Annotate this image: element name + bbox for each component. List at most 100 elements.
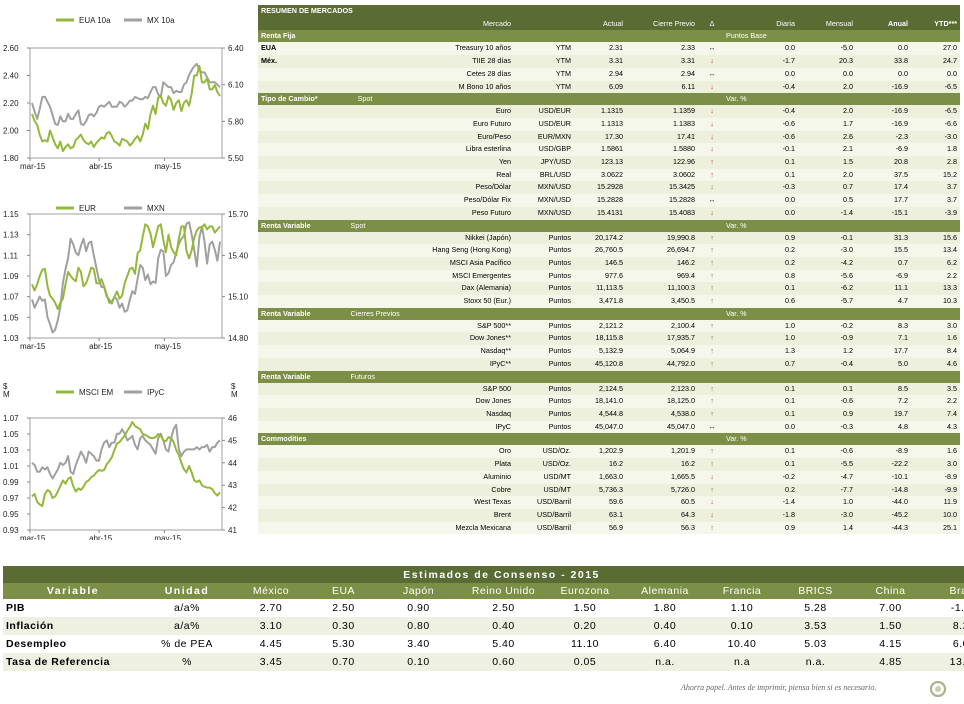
- row-unit: Puntos: [514, 382, 574, 396]
- row-name: Euro Futuro: [296, 117, 514, 131]
- row-region: [258, 269, 296, 283]
- section-blank: [514, 433, 726, 446]
- row-ytd: 2.2: [911, 269, 961, 283]
- row-ytd: 15.2: [911, 168, 961, 182]
- row-previous: 60.5: [626, 496, 698, 509]
- row-actual: 2.31: [574, 42, 626, 56]
- row-daily: -0.4: [726, 80, 798, 94]
- section-header: Renta Fija Puntos Base: [258, 30, 961, 43]
- row-unit: Puntos: [514, 332, 574, 346]
- market-row: Libra esterlina USD/GBP 1.5861 1.5880 ↓ -0.1 2…: [258, 143, 961, 157]
- market-row: Stoxx 50 (Eur.) Puntos 3,471.8 3,450.5 ↑ 0.6-…: [258, 295, 961, 308]
- row-region: EUA: [258, 42, 296, 56]
- row-previous: 4,538.0: [626, 407, 698, 421]
- row-monthly: 2.0: [798, 168, 856, 182]
- market-row: Peso/Dólar Fix MXN/USD 15.2828 15.2828 ↔ 0.0 0…: [258, 194, 961, 207]
- row-delta-arrow-icon: ↑: [698, 156, 726, 169]
- row-ytd: -9.9: [911, 483, 961, 497]
- consensus-unit: a/a%: [143, 599, 231, 617]
- market-row: M Bono 10 años YTM 6.09 6.11 ↓ -0.4 2.0 -16.9 -6…: [258, 80, 961, 94]
- row-unit: Puntos: [514, 407, 574, 421]
- row-monthly: 0.7: [798, 181, 856, 195]
- section-subtitle: Futuros: [350, 371, 375, 381]
- consensus-value: 5.28: [778, 599, 853, 617]
- consensus-value: 0.40: [461, 617, 546, 635]
- row-annual: 8.5: [856, 382, 911, 396]
- market-header-row: Mercado Actual Cierre Previo Δ Diaria Mensual…: [258, 17, 961, 31]
- row-delta-arrow-icon: ↔: [698, 42, 726, 56]
- consensus-title-row: Estimados de Consenso - 2015: [3, 566, 964, 583]
- row-actual: 26,760.5: [574, 244, 626, 257]
- x-tick-label: abr-15: [89, 162, 113, 171]
- row-ytd: 24.7: [911, 55, 961, 68]
- market-row: Mezcla Mexicana USD/Barril 56.9 56.3 ↑ 0.9 1.4…: [258, 521, 961, 535]
- row-previous: 1.1359: [626, 105, 698, 118]
- legend-label: EUA 10a: [79, 16, 111, 25]
- row-ytd: 1.6: [911, 332, 961, 346]
- consensus-value: 11.10: [546, 635, 624, 653]
- row-monthly: 1.2: [798, 345, 856, 358]
- row-unit: MXN/USD: [514, 181, 574, 195]
- row-daily: 0.0: [726, 206, 798, 220]
- row-name: S&P 500**: [296, 319, 514, 333]
- row-unit: JPY/USD: [514, 156, 574, 169]
- row-monthly: -0.6: [798, 445, 856, 459]
- row-monthly: -0.6: [798, 395, 856, 408]
- row-delta-arrow-icon: ↓: [698, 206, 726, 220]
- consensus-value: 6.40: [624, 635, 706, 653]
- row-name: Hang Seng (Hong Kong): [296, 244, 514, 257]
- row-region: [258, 295, 296, 308]
- consensus-value: 13.65: [928, 653, 964, 671]
- row-name: Euro: [296, 105, 514, 118]
- market-row: Euro USD/EUR 1.1315 1.1359 ↓ -0.4 2.0 -16.9 -6.5: [258, 105, 961, 118]
- row-delta-arrow-icon: ↑: [698, 282, 726, 296]
- consensus-value: 0.60: [461, 653, 546, 671]
- row-annual: -15.1: [856, 206, 911, 220]
- row-region: [258, 470, 296, 484]
- row-previous: 2,100.4: [626, 319, 698, 333]
- series-line-gray: [31, 221, 221, 334]
- row-delta-arrow-icon: ↑: [698, 345, 726, 358]
- consensus-value: 3.40: [376, 635, 461, 653]
- row-name: Nikkei (Japón): [296, 231, 514, 245]
- market-row: Peso Futuro MXN/USD 15.4131 15.4083 ↓ 0.0 -1.4…: [258, 206, 961, 220]
- row-monthly: -5.7: [798, 295, 856, 308]
- row-previous: 64.3: [626, 508, 698, 522]
- market-row: Nasdaq** Puntos 5,132.9 5,064.9 ↑ 1.3 1.2 17.7 8…: [258, 345, 961, 358]
- market-row: Yen JPY/USD 123.13 122.96 ↑ 0.1 1.5 20.8 2.8: [258, 156, 961, 169]
- row-previous: 15.2828: [626, 194, 698, 207]
- row-delta-arrow-icon: ↓: [698, 470, 726, 484]
- consensus-value: 10.40: [706, 635, 778, 653]
- x-tick-label: mar-15: [20, 342, 46, 351]
- right-tick-label: 41: [228, 526, 237, 535]
- row-monthly: -3.0: [798, 508, 856, 522]
- consensus-header-row: Variable Unidad México EUA Japón Reino Unido E…: [3, 583, 964, 599]
- market-row: Dow Jones Puntos 18,141.0 18,125.0 ↑ 0.1 -0.6 7…: [258, 395, 961, 408]
- row-unit: EUR/MXN: [514, 130, 574, 144]
- row-ytd: 4.6: [911, 357, 961, 371]
- series-line-green: [31, 421, 221, 507]
- market-row: Oro USD/Oz. 1,202.9 1,201.9 ↑ 0.1 -0.6 -8.9 1.6: [258, 445, 961, 459]
- section-unit: [726, 370, 961, 383]
- row-actual: 977.6: [574, 269, 626, 283]
- right-axis-unit: $: [231, 382, 236, 391]
- section-title-text: Renta Variable: [261, 308, 311, 318]
- section-blank: [514, 370, 726, 383]
- section-unit: Puntos Base: [726, 30, 961, 43]
- row-name: Treasury 10 años: [296, 42, 514, 56]
- row-daily: -0.3: [726, 181, 798, 195]
- market-row: IPyC** Puntos 45,120.8 44,792.0 ↑ 0.7 -0.4 5.0 4…: [258, 357, 961, 371]
- consensus-header: BRICS: [778, 583, 853, 599]
- row-previous: 44,792.0: [626, 357, 698, 371]
- fx-svg: EUR MXN 1.15 1.13 1.11 1.09 1.07 1.05 1.03 15.70 1…: [3, 204, 249, 351]
- row-ytd: -6.5: [911, 105, 961, 118]
- row-delta-arrow-icon: ↑: [698, 445, 726, 459]
- section-header: Commodities Var. %: [258, 433, 961, 446]
- row-unit: USD/Barril: [514, 521, 574, 535]
- row-unit: USD/EUR: [514, 117, 574, 131]
- row-daily: 0.1: [726, 445, 798, 459]
- market-row: Peso/Dólar MXN/USD 15.2928 15.3425 ↓ -0.3 0.7 1…: [258, 181, 961, 195]
- row-ytd: -3.0: [911, 130, 961, 144]
- equities-svg: MSCI EM IPyC$M$M1.071.051.031.010.990.970…: [3, 382, 238, 540]
- row-previous: 5,726.0: [626, 483, 698, 497]
